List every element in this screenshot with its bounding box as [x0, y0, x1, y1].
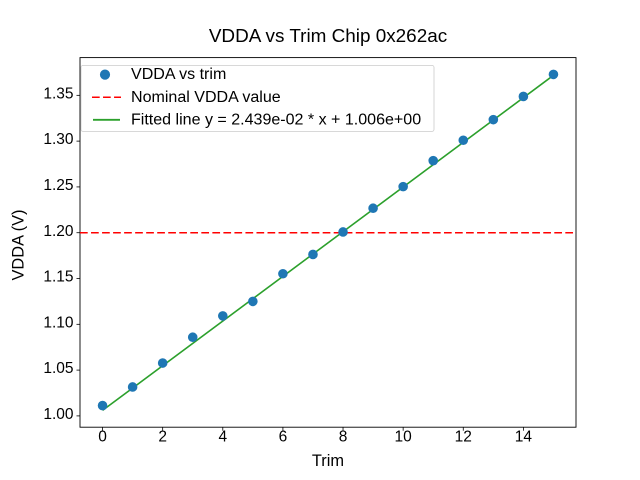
svg-text:1.10: 1.10: [43, 314, 74, 331]
svg-text:1.20: 1.20: [43, 223, 74, 240]
svg-text:4: 4: [218, 429, 227, 446]
svg-text:1.15: 1.15: [43, 269, 73, 286]
svg-text:Nominal VDDA value: Nominal VDDA value: [131, 88, 281, 106]
svg-text:2: 2: [158, 429, 167, 446]
svg-text:6: 6: [279, 429, 288, 446]
svg-text:Fitted line y = 2.439e-02 * x: Fitted line y = 2.439e-02 * x + 1.006e+0…: [131, 110, 421, 128]
svg-text:14: 14: [515, 429, 533, 446]
svg-text:1.25: 1.25: [43, 177, 73, 194]
svg-text:0: 0: [98, 429, 107, 446]
svg-text:VDDA vs trim: VDDA vs trim: [131, 65, 226, 83]
svg-text:10: 10: [395, 429, 413, 446]
svg-text:VDDA vs Trim Chip 0x262ac: VDDA vs Trim Chip 0x262ac: [209, 26, 447, 47]
svg-text:1.05: 1.05: [43, 360, 73, 377]
svg-text:Trim: Trim: [312, 452, 344, 470]
svg-text:VDDA (V): VDDA (V): [10, 209, 28, 280]
svg-text:8: 8: [339, 429, 348, 446]
svg-text:12: 12: [455, 429, 472, 446]
svg-text:1.00: 1.00: [43, 406, 74, 423]
svg-text:1.35: 1.35: [43, 85, 73, 102]
svg-text:1.30: 1.30: [43, 131, 74, 148]
